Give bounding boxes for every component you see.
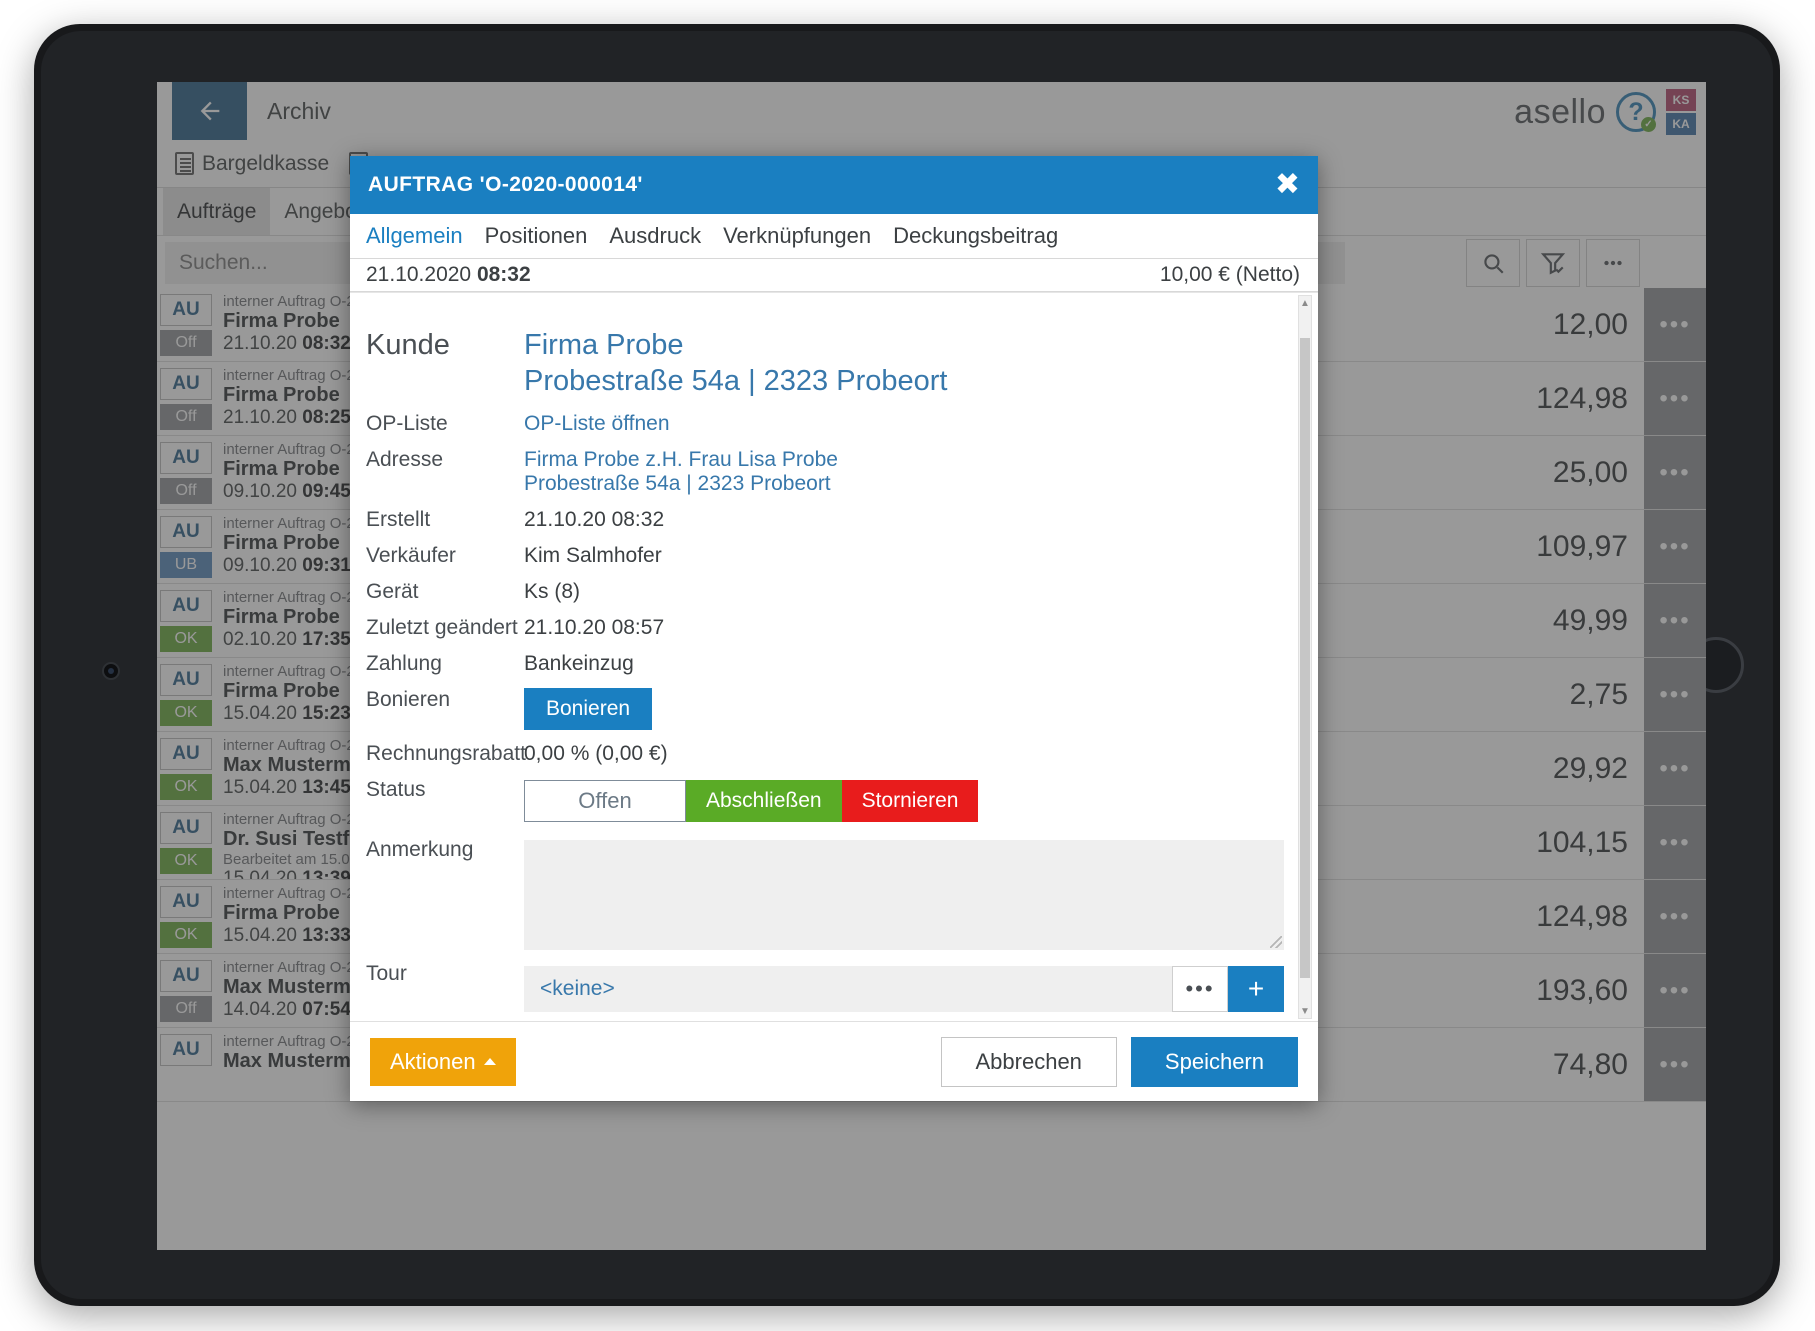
speichern-button[interactable]: Speichern bbox=[1130, 1036, 1298, 1087]
dialog-header: AUFTRAG 'O-2020-000014' ✖ bbox=[350, 156, 1318, 214]
meta-time: 08:32 bbox=[476, 263, 531, 286]
field-value-zuletzt-geaendert: 21.10.20 08:57 bbox=[524, 615, 665, 639]
anmerkung-textarea[interactable] bbox=[524, 839, 1284, 950]
kunde-name[interactable]: Firma Probe bbox=[524, 329, 684, 361]
order-form: Kunde Firma Probe Probestraße 54a | 2323… bbox=[366, 327, 1284, 1021]
field-label-adresse: Adresse bbox=[366, 447, 444, 471]
field-label-erstellt: Erstellt bbox=[366, 507, 431, 531]
tour-add-button[interactable]: + bbox=[1228, 965, 1284, 1012]
meta-netto-amount: 10,00 € (Netto) bbox=[1159, 263, 1300, 286]
tour-buttons: ••• + bbox=[1172, 965, 1284, 1012]
footer-right-buttons: Abbrechen Speichern bbox=[940, 1036, 1298, 1087]
field-value-verkaeufer: Kim Salmhofer bbox=[524, 543, 662, 567]
tab-verknuepfungen[interactable]: Verknüpfungen bbox=[723, 223, 872, 248]
caret-up-icon bbox=[483, 1058, 496, 1065]
tour-more-button[interactable]: ••• bbox=[1172, 965, 1228, 1012]
tour-current-value: <keine> bbox=[540, 976, 615, 1000]
kunde-address[interactable]: Probestraße 54a | 2323 Probeort bbox=[524, 365, 948, 398]
tab-positionen[interactable]: Positionen bbox=[484, 223, 588, 248]
meta-date: 21.10.2020 bbox=[366, 263, 472, 286]
tablet-screen: Archiv asello ?✓ KS KA Bargeldkasse bbox=[157, 82, 1706, 1250]
field-label-status: Status bbox=[366, 777, 426, 801]
tab-ausdruck[interactable]: Ausdruck bbox=[609, 223, 702, 248]
status-button-group: Offen Abschließen Stornieren bbox=[524, 779, 1284, 822]
resize-grip-icon[interactable] bbox=[1270, 935, 1282, 948]
meta-datetime: 21.10.2020 08:32 bbox=[366, 263, 531, 287]
stornieren-button[interactable]: Stornieren bbox=[841, 779, 979, 822]
field-label-rechnungsrabatt: Rechnungsrabatt bbox=[366, 741, 526, 765]
tab-deckungsbeitrag[interactable]: Deckungsbeitrag bbox=[893, 223, 1059, 248]
field-value-geraet: Ks (8) bbox=[524, 579, 581, 603]
field-label-verknuepfungen: Verknüpfungen bbox=[366, 1018, 524, 1022]
scroll-down-icon[interactable]: ▼ bbox=[1300, 1005, 1310, 1017]
field-label-zuletzt-geaendert: Zuletzt geändert bbox=[366, 615, 518, 639]
adresse-line-2[interactable]: Probestraße 54a | 2323 Probeort bbox=[524, 471, 831, 495]
scroll-thumb[interactable] bbox=[1300, 338, 1310, 978]
tab-allgemein[interactable]: Allgemein bbox=[366, 223, 463, 248]
dialog-body: Kunde Firma Probe Probestraße 54a | 2323… bbox=[350, 292, 1318, 1021]
field-label-kunde: Kunde bbox=[366, 329, 450, 361]
abschliessen-button[interactable]: Abschließen bbox=[686, 779, 842, 822]
tablet-device-frame: Archiv asello ?✓ KS KA Bargeldkasse bbox=[34, 24, 1780, 1306]
order-detail-dialog: AUFTRAG 'O-2020-000014' ✖ Allgemein Posi… bbox=[350, 156, 1318, 1101]
bonieren-button[interactable]: Bonieren bbox=[524, 687, 653, 730]
adresse-line-1[interactable]: Firma Probe z.H. Frau Lisa Probe bbox=[524, 447, 838, 471]
field-value-anmerkung bbox=[524, 832, 1284, 956]
field-value-status: Offen Abschließen Stornieren bbox=[524, 772, 1284, 832]
tour-selector[interactable]: <keine> ••• + bbox=[524, 965, 1284, 1012]
scroll-up-icon[interactable]: ▲ bbox=[1300, 297, 1310, 309]
field-value-zahlung: Bankeinzug bbox=[524, 651, 634, 675]
field-label-verkaeufer: Verkäufer bbox=[366, 543, 456, 567]
aktionen-label: Aktionen bbox=[390, 1048, 476, 1074]
field-label-bonieren: Bonieren bbox=[366, 687, 451, 711]
field-label-zahlung: Zahlung bbox=[366, 651, 442, 675]
field-value-adresse[interactable]: Firma Probe z.H. Frau Lisa Probe Probest… bbox=[524, 442, 1284, 502]
field-value-erstellt: 21.10.20 08:32 bbox=[524, 507, 665, 531]
dialog-tab-bar: Allgemein Positionen Ausdruck Verknüpfun… bbox=[350, 214, 1318, 258]
field-label-anmerkung: Anmerkung bbox=[366, 837, 474, 861]
abbrechen-button[interactable]: Abbrechen bbox=[940, 1036, 1117, 1087]
aktionen-button[interactable]: Aktionen bbox=[370, 1037, 516, 1086]
status-current-value[interactable]: Offen bbox=[524, 779, 686, 822]
field-label-opliste: OP-Liste bbox=[366, 411, 448, 435]
dialog-footer: Aktionen Abbrechen Speichern bbox=[350, 1021, 1318, 1101]
front-camera bbox=[102, 662, 120, 680]
field-value-bonieren: Bonieren bbox=[524, 682, 1284, 736]
opliste-open-link[interactable]: OP-Liste öffnen bbox=[524, 411, 670, 435]
field-value-kunde[interactable]: Firma Probe Probestraße 54a | 2323 Probe… bbox=[524, 327, 1284, 406]
field-value-verknuepfungen: Angebot A-2020/000010 Abgeschlossen bbox=[524, 1018, 1284, 1022]
field-label-tour: Tour bbox=[366, 961, 407, 985]
field-value-tour: <keine> ••• + bbox=[524, 956, 1284, 1018]
dialog-scrollbar[interactable]: ▲ ▼ bbox=[1298, 295, 1312, 1019]
dialog-meta-row: 21.10.2020 08:32 10,00 € (Netto) bbox=[350, 258, 1318, 292]
field-label-geraet: Gerät bbox=[366, 579, 419, 603]
dialog-title: AUFTRAG 'O-2020-000014' bbox=[368, 173, 643, 196]
field-value-rechnungsrabatt: 0,00 % (0,00 €) bbox=[524, 741, 668, 765]
close-icon[interactable]: ✖ bbox=[1274, 168, 1300, 201]
